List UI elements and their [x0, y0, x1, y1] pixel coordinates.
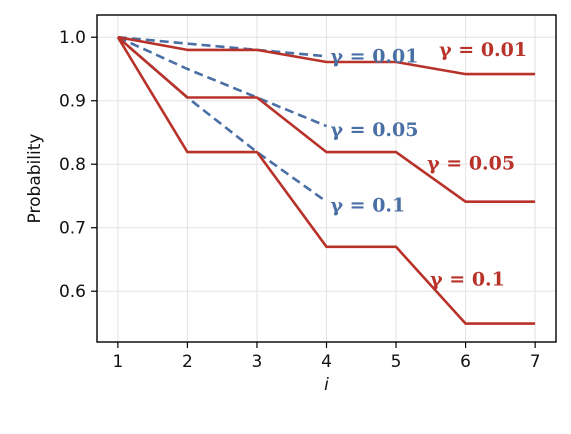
x-axis-label: i [324, 375, 329, 395]
x-tick-label: 6 [460, 352, 471, 372]
x-tick-label: 3 [252, 352, 263, 372]
x-tick-label: 4 [321, 352, 332, 372]
series-labels: γ = 0.01 γ = 0.05 γ = 0.1 γ = 0.01 γ = 0.05 γ… [331, 39, 528, 291]
y-tick-label: 0.7 [59, 219, 86, 239]
x-tick-label: 1 [112, 352, 123, 372]
dashed-series-label: γ = 0.1 [331, 195, 406, 217]
ticks: 1 2 3 4 5 6 7 0.6 0.7 0.8 0.9 1.0 [59, 28, 541, 372]
x-tick-label: 7 [530, 352, 541, 372]
solid-series-label: γ = 0.01 [439, 39, 527, 61]
solid-series-line [117, 36, 536, 203]
solid-series-line [117, 35, 536, 76]
solid-series-label: γ = 0.1 [430, 269, 505, 291]
y-tick-label: 1.0 [59, 28, 86, 48]
y-tick-label: 0.6 [59, 282, 86, 302]
solid-series-line [116, 36, 536, 325]
x-tick-label: 2 [182, 352, 193, 372]
solid-series-label: γ = 0.05 [427, 153, 515, 175]
y-tick-label: 0.9 [59, 92, 86, 112]
dashed-series-line [117, 35, 327, 58]
y-axis-label: Probability [25, 134, 45, 224]
dashed-series-label: γ = 0.05 [331, 119, 419, 141]
dashed-series-label: γ = 0.01 [331, 45, 419, 67]
x-tick-label: 5 [391, 352, 402, 372]
dashed-series-line [117, 36, 327, 128]
y-tick-label: 0.8 [59, 155, 86, 175]
series-layer [116, 35, 536, 325]
